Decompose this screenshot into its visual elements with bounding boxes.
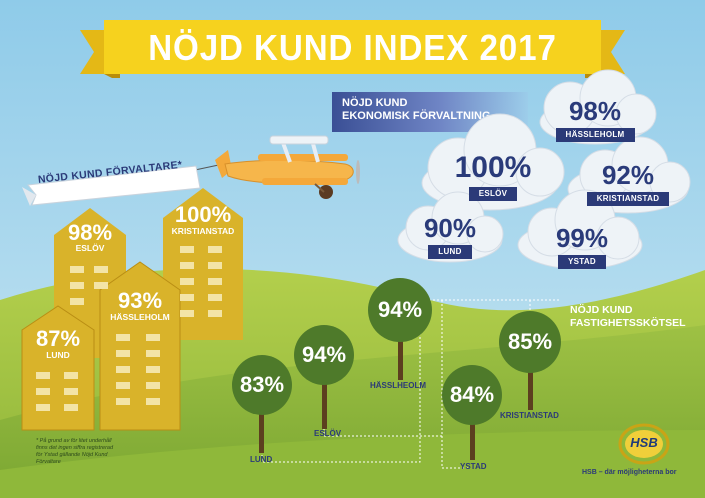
tree-ystad (442, 365, 502, 425)
tree-pct-eslov: 94% (301, 342, 347, 367)
tree-pct-kristianstad: 85% (507, 329, 553, 354)
hsb-logo-text: HSB (630, 435, 658, 450)
page-title: NÖJD KUND INDEX 2017 (148, 27, 557, 68)
cloud-label-hassleholm: 98% HÄSSLEHOLM (550, 98, 640, 142)
building-city-lund: LUND (46, 350, 70, 360)
tree-city-eslov: ESLÖV (314, 429, 342, 438)
tree-pct-ystad: 84% (449, 382, 495, 407)
airplane (215, 135, 360, 199)
tree-pct-lund: 83% (239, 372, 285, 397)
building-pct-hassleholm: 93% (117, 288, 163, 313)
building-city-hassleholm: HÄSSLEHOLM (110, 312, 170, 322)
tree-city-kristianstad: KRISTIANSTAD (500, 411, 559, 420)
tree-hassleholm (368, 278, 432, 342)
tree-kristianstad (499, 311, 561, 373)
cloud-label-kristianstad: 92% KRISTIANSTAD (583, 162, 673, 206)
cloud-ystad (517, 189, 643, 270)
building-pct-lund: 87% (35, 326, 81, 351)
tree-city-hassleholm: HÄSSLHEOLM (370, 381, 426, 390)
tree-eslov (294, 325, 354, 385)
hsb-tagline: HSB – där möjligheterna bor (582, 469, 677, 476)
fastighet-heading: NÖJD KUND FASTIGHETSSKÖTSEL (570, 304, 686, 329)
tree-city-ystad: YSTAD (460, 462, 487, 471)
tree-city-lund: LUND (250, 455, 273, 464)
cloud-lund (397, 191, 504, 263)
cloud-label-lund: 90% LUND (410, 215, 490, 259)
title-ribbon (80, 20, 625, 78)
building-city-eslov: ESLÖV (75, 243, 105, 253)
ekonomisk-heading: NÖJD KUND EKONOMISK FÖRVALTNING (342, 97, 491, 122)
building-lund (21, 305, 95, 431)
building-pct-kristianstad: 100% (174, 202, 232, 227)
building-pct-eslov: 98% (67, 220, 113, 245)
building-city-kristianstad: KRISTIANSTAD (171, 226, 235, 236)
tree-lund (232, 355, 292, 415)
plane-banner (22, 162, 229, 206)
cloud-label-ystad: 99% YSTAD (542, 225, 622, 269)
forvaltare-footnote: * På grund av för litet underhåll finns … (36, 438, 114, 465)
hsb-logo (618, 423, 670, 465)
building-kristianstad (163, 188, 243, 340)
cloud-label-eslov: 100% ESLÖV (448, 153, 538, 201)
tree-pct-hassleholm: 94% (377, 297, 423, 322)
